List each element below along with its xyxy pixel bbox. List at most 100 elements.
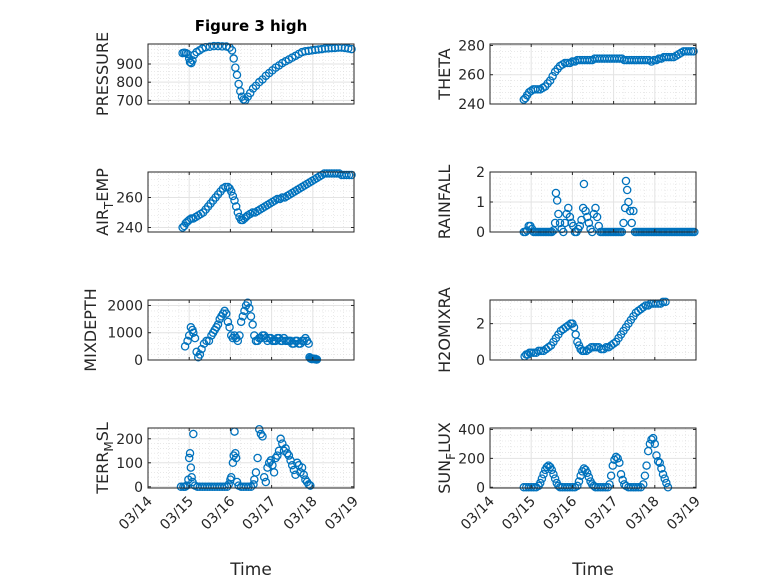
data-point bbox=[199, 339, 209, 348]
data-point bbox=[564, 203, 573, 213]
data-point bbox=[613, 454, 622, 463]
subplot-3: 0 1 2 RAINFALL bbox=[435, 165, 699, 241]
data-point bbox=[591, 203, 600, 213]
data-point bbox=[574, 477, 584, 486]
data-point bbox=[226, 472, 236, 482]
x-axis-label: Time bbox=[229, 560, 272, 580]
data-point bbox=[205, 42, 215, 51]
data-point bbox=[312, 355, 322, 364]
data-point bbox=[545, 76, 555, 85]
x-tick-label: 03/17 bbox=[582, 494, 622, 534]
data-point bbox=[258, 432, 267, 441]
data-point bbox=[229, 451, 238, 460]
x-tick-label: 03/16 bbox=[540, 493, 580, 533]
data-point bbox=[253, 453, 262, 463]
data-point bbox=[599, 344, 608, 354]
data-point bbox=[189, 328, 198, 337]
data-point bbox=[539, 470, 548, 479]
data-point bbox=[189, 429, 198, 439]
data-point bbox=[278, 193, 287, 202]
data-point bbox=[550, 218, 560, 228]
data-point bbox=[231, 202, 241, 211]
data-point bbox=[283, 448, 292, 458]
data-point bbox=[244, 482, 253, 492]
data-point bbox=[648, 433, 658, 443]
data-point bbox=[185, 57, 195, 67]
y-axis-label: PRESSURE bbox=[93, 32, 112, 116]
y-tick-label: 280 bbox=[458, 38, 485, 54]
data-point bbox=[184, 453, 194, 463]
data-point bbox=[186, 463, 196, 472]
data-point bbox=[667, 52, 676, 62]
data-point bbox=[241, 482, 251, 492]
data-point bbox=[342, 170, 351, 180]
data-point bbox=[266, 456, 276, 465]
y-axis-label: H2OMIXRA bbox=[435, 287, 454, 373]
data-point bbox=[248, 208, 257, 217]
axes-frame bbox=[147, 299, 355, 361]
data-point bbox=[622, 185, 632, 195]
data-point bbox=[537, 474, 547, 483]
data-point bbox=[276, 434, 285, 444]
y-tick-label: 0 bbox=[476, 353, 485, 369]
data-point bbox=[662, 478, 671, 488]
data-point bbox=[220, 482, 229, 492]
data-point bbox=[232, 70, 242, 80]
data-point bbox=[621, 176, 631, 186]
y-tick-label: 2 bbox=[476, 317, 485, 333]
data-point bbox=[584, 472, 594, 482]
data-point bbox=[195, 350, 205, 359]
data-point bbox=[652, 451, 661, 460]
data-point bbox=[243, 298, 252, 307]
data-point bbox=[246, 312, 256, 321]
data-point bbox=[230, 196, 239, 205]
data-point bbox=[233, 208, 243, 217]
data-point bbox=[625, 206, 635, 216]
data-point bbox=[213, 41, 223, 51]
y-axis-label: THETA bbox=[435, 48, 454, 100]
data-point bbox=[271, 453, 280, 463]
data-point bbox=[579, 179, 589, 189]
data-point bbox=[653, 457, 663, 466]
data-point bbox=[568, 483, 577, 492]
data-point bbox=[291, 470, 300, 480]
data-point bbox=[663, 483, 673, 492]
x-tick-label: 03/15 bbox=[157, 494, 197, 534]
y-tick-label: 1000 bbox=[107, 326, 143, 342]
axes-frame bbox=[147, 427, 355, 489]
data-point bbox=[629, 206, 638, 216]
data-point bbox=[246, 482, 256, 492]
y-tick-label: 400 bbox=[458, 422, 485, 438]
data-point bbox=[263, 463, 272, 472]
data-point bbox=[222, 309, 231, 318]
data-point bbox=[575, 221, 585, 231]
y-axis-label: TERRMSL bbox=[93, 422, 116, 495]
data-point bbox=[592, 212, 602, 222]
data-point bbox=[347, 44, 356, 54]
data-point bbox=[343, 44, 353, 53]
data-point bbox=[185, 448, 195, 458]
data-point bbox=[223, 317, 233, 327]
data-point bbox=[176, 482, 186, 492]
data-point bbox=[254, 424, 264, 434]
data-point bbox=[236, 87, 245, 96]
x-tick-label: 03/18 bbox=[623, 494, 663, 534]
data-point bbox=[548, 71, 557, 81]
data-point bbox=[273, 451, 282, 460]
data-point bbox=[661, 297, 670, 307]
data-point bbox=[684, 47, 693, 56]
data-point bbox=[581, 206, 590, 216]
axes-frame bbox=[489, 299, 697, 361]
data-point bbox=[180, 342, 190, 351]
data-point bbox=[231, 453, 241, 463]
y-axis-label: RAINFALL bbox=[435, 165, 454, 240]
data-point bbox=[281, 444, 290, 453]
chart-title: Figure 3 high bbox=[195, 17, 308, 35]
x-tick-label: 03/14 bbox=[458, 493, 498, 533]
subplot-5: 0 2 H2OMIXRA bbox=[435, 287, 697, 373]
data-point bbox=[188, 56, 197, 65]
data-point bbox=[658, 297, 668, 307]
subplot-6: 03/14 03/15 03/16 03/17 03/18 03/19 0 100 200TER… bbox=[93, 422, 362, 580]
data-point bbox=[292, 458, 302, 468]
data-point bbox=[221, 182, 230, 192]
